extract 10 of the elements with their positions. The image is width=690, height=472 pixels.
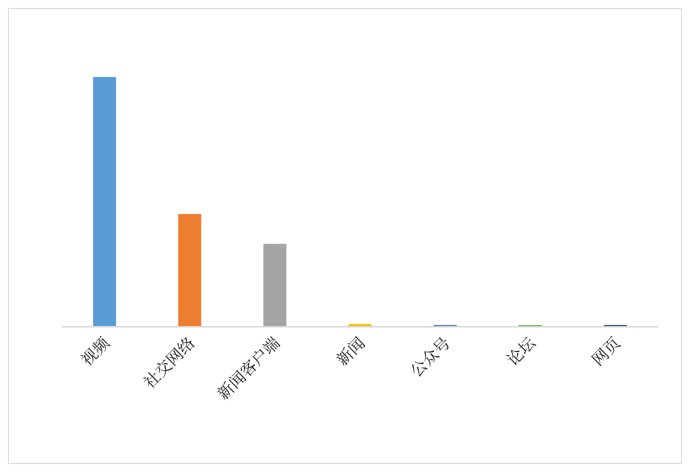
- x-tick-label: 公众号: [404, 331, 455, 382]
- bar: [178, 214, 202, 326]
- x-tick-label: 社交网络: [138, 331, 200, 393]
- x-tick-label: 网页: [586, 331, 625, 370]
- x-tick-label: 新闻: [330, 331, 370, 370]
- bar: [263, 244, 286, 326]
- x-tick-label: 论坛: [500, 330, 541, 370]
- x-tick-label: 视频: [75, 330, 115, 370]
- x-tick-label: 新闻客户端: [212, 331, 284, 404]
- bar: [93, 77, 116, 326]
